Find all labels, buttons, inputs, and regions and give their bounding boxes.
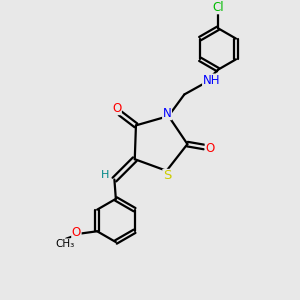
Text: Cl: Cl (212, 1, 224, 14)
Text: O: O (205, 142, 214, 155)
Text: NH: NH (202, 74, 220, 87)
Text: CH₃: CH₃ (55, 239, 74, 249)
Text: S: S (163, 169, 171, 182)
Text: N: N (163, 107, 171, 120)
Text: H: H (101, 170, 110, 180)
Text: O: O (72, 226, 81, 239)
Text: O: O (112, 102, 121, 115)
